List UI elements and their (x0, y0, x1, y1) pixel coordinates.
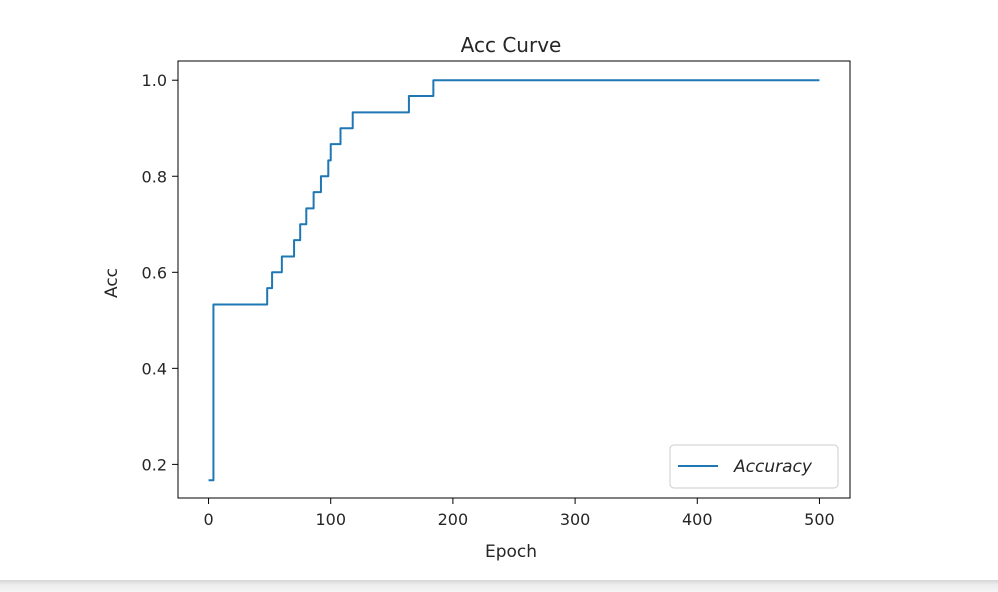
x-tick-label: 300 (560, 510, 591, 529)
x-axis-label: Epoch (485, 542, 537, 562)
chart-title: Acc Curve (461, 33, 562, 57)
y-axis-label: Acc (102, 268, 122, 298)
y-tick-label: 0.6 (142, 263, 167, 282)
y-axis-ticks: 0.2 0.4 0.6 0.8 1.0 (142, 71, 178, 474)
y-tick-label: 0.4 (142, 359, 167, 378)
y-tick-label: 0.2 (142, 455, 167, 474)
y-tick-label: 0.8 (142, 167, 167, 186)
x-tick-label: 0 (203, 510, 213, 529)
y-tick-label: 1.0 (142, 71, 167, 90)
x-tick-label: 500 (804, 510, 835, 529)
window-bottom-edge (0, 580, 998, 592)
chart-container: Acc Curve 0 100 200 300 400 500 0.2 0.4 0.6 0.8 1… (102, 33, 851, 562)
x-tick-label: 400 (682, 510, 713, 529)
accuracy-line-chart: Acc Curve 0 100 200 300 400 500 0.2 0.4 0.6 0.8 1… (102, 33, 851, 562)
x-tick-label: 100 (315, 510, 346, 529)
legend-box (669, 444, 839, 489)
series-line-accuracy (208, 79, 820, 482)
x-tick-label: 200 (438, 510, 469, 529)
x-axis-ticks: 0 100 200 300 400 500 (203, 498, 835, 529)
legend-label-accuracy: Accuracy (733, 457, 813, 477)
series-layer (208, 79, 820, 482)
plot-frame (177, 60, 851, 499)
legend: Accuracy (669, 444, 839, 489)
